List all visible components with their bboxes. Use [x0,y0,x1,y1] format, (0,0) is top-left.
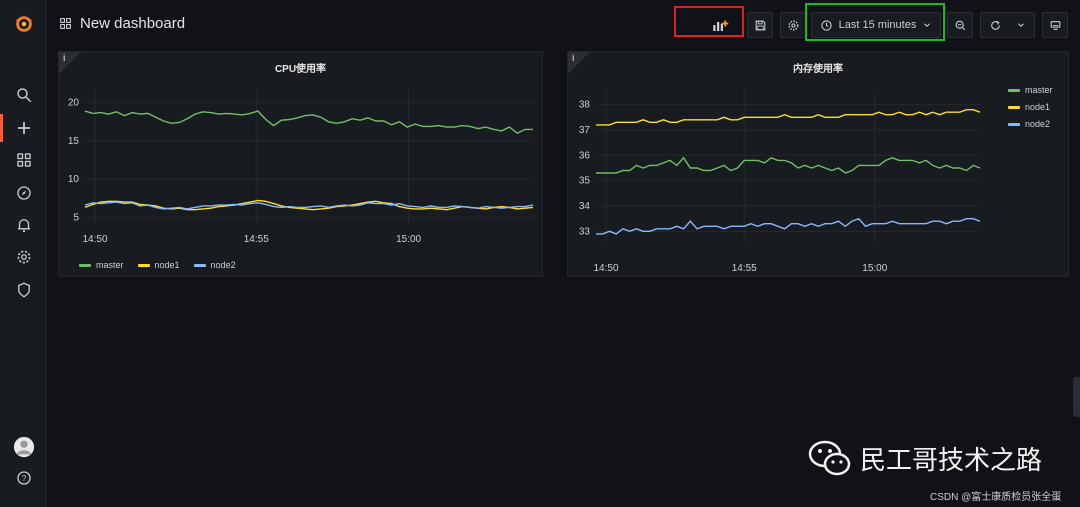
y-tick-label: 36 [579,150,591,161]
svg-text:?: ? [21,474,26,483]
legend-item-node1[interactable]: node1 [137,260,180,270]
y-tick-label: 38 [579,100,591,111]
legend-label: node2 [210,260,236,270]
series-line-node2[interactable] [84,201,534,210]
panel-title: CPU使用率 [274,64,327,75]
time-range-label: Last 15 minutes [838,19,917,31]
highlight-box-green [805,3,945,41]
series-line-node1[interactable] [84,199,534,211]
dashboard-title-text: New dashboard [80,15,186,32]
x-tick-label: 15:00 [396,234,421,245]
info-icon: i [572,53,575,63]
series-line-master[interactable] [596,156,981,174]
avatar[interactable] [0,432,47,462]
gear-icon [788,20,798,30]
plus-icon[interactable] [0,113,47,143]
zoom-out-button[interactable] [947,12,973,38]
x-tick-label: 15:00 [862,263,887,274]
wechat-icon [808,440,851,476]
cpu-chart: 20 15 10 514:50 14:55 15:00 [68,89,534,245]
explore-icon[interactable] [0,178,47,208]
help-icon[interactable]: ? [0,463,47,493]
save-dashboard-button[interactable] [747,12,773,38]
time-range-picker[interactable]: Last 15 minutes [811,12,941,38]
dashboard-settings-button[interactable] [780,12,806,38]
panel-info-corner[interactable] [568,52,590,74]
search-icon[interactable] [0,80,47,110]
legend-swatch [137,263,150,267]
legend-label: node1 [154,260,180,270]
legend-item-node2[interactable]: node2 [193,260,236,270]
y-tick-label: 35 [579,176,591,187]
legend-swatch [1008,105,1020,109]
top-bar: New dashboard Last 15 minutes [47,0,1080,48]
series-line-master[interactable] [84,110,533,135]
y-tick-label: 5 [73,212,79,223]
add-panel-button[interactable] [703,12,737,38]
grafana-logo-icon[interactable] [0,8,47,40]
sidebar: ? [0,0,47,507]
chart-legend: master node1 node2 [79,260,236,270]
x-tick-label: 14:50 [82,234,107,245]
dashboards-icon[interactable] [0,145,47,175]
legend-item-node1[interactable]: node1 [1008,102,1050,112]
save-icon [755,20,765,30]
panel-title: 内存使用率 [793,64,843,75]
memory-chart: 38 37 36 35 34 33 14:50 14:55 15:00 [579,91,981,274]
dashboards-icon [60,18,71,29]
x-tick-label: 14:55 [244,234,269,245]
x-tick-label: 14:50 [593,263,618,274]
legend-item-node2[interactable]: node2 [1008,119,1050,129]
legend-swatch [1008,88,1020,92]
chevron-down-icon [924,23,931,27]
legend-item-master[interactable]: master [79,260,124,270]
panel-memory[interactable]: i 内存使用率 38 37 36 35 34 33 14:50 14:55 15:00 mast… [567,51,1069,277]
dashboard-title[interactable]: New dashboard [59,15,185,32]
refresh-icon [991,20,1000,30]
legend-swatch [193,263,206,267]
gear-icon[interactable] [0,242,47,272]
series-line-node2[interactable] [596,217,981,235]
bell-icon[interactable] [0,210,47,240]
y-tick-label: 20 [68,98,80,109]
legend-label: master [96,260,124,270]
refresh-button[interactable] [980,12,1035,38]
y-tick-label: 34 [579,201,591,212]
y-tick-label: 10 [68,174,80,185]
credit-text: CSDN @富士康质检员张全蛋 [930,492,1062,503]
y-tick-label: 33 [579,226,591,237]
x-tick-label: 14:55 [732,263,757,274]
y-tick-label: 37 [579,125,591,136]
legend-label: node2 [1025,119,1051,129]
monitor-icon [1050,20,1060,30]
watermark-text: 民工哥技术之路 [860,444,1043,475]
legend-label: master [1025,85,1053,95]
scroll-handle[interactable] [1073,377,1080,417]
legend-swatch [1008,122,1020,126]
panel-cpu[interactable]: i CPU使用率 20 15 10 5 14:50 14:55 15:00 master n… [58,51,543,277]
cycle-view-mode-button[interactable] [1042,12,1068,38]
shield-icon[interactable] [0,275,47,305]
legend-label: node1 [1025,102,1051,112]
y-tick-label: 15 [68,136,80,147]
info-icon: i [63,53,66,63]
highlight-box-red [674,6,744,37]
zoom-out-icon [955,20,965,30]
watermark: 民工哥技术之路 [808,438,1042,478]
series-line-node1[interactable] [596,109,981,126]
clock-icon [821,19,832,31]
add-panel-icon [713,20,729,31]
panel-info-corner[interactable] [59,52,81,74]
chevron-down-icon [1018,23,1024,27]
legend-swatch [79,263,91,267]
legend-item-master[interactable]: master [1008,85,1053,95]
sidebar-active-indicator [0,114,3,142]
